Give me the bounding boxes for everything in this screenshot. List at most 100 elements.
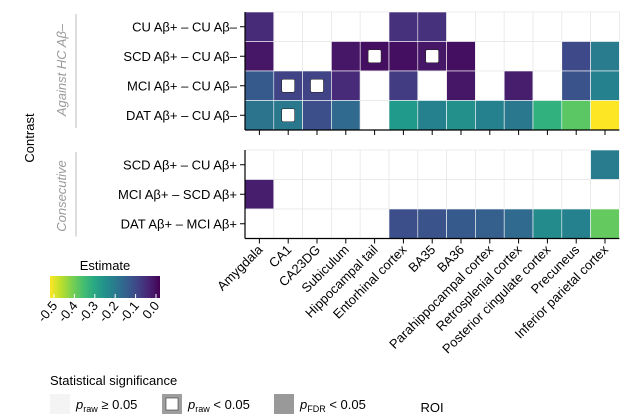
- empty-cell: [474, 179, 505, 210]
- empty-cell: [330, 179, 361, 210]
- heatmap-cell: [590, 208, 620, 239]
- panel-2-label: Consecutive: [54, 160, 69, 232]
- empty-cell: [359, 149, 390, 180]
- heatmap-cell: [244, 41, 275, 72]
- row-label: SCD Aβ+ – CU Aβ+: [123, 157, 237, 172]
- heatmap-cell: [244, 70, 275, 101]
- legend-title: Statistical significance: [50, 373, 177, 388]
- heatmap-cell: [561, 100, 591, 131]
- empty-cell: [532, 41, 563, 72]
- x-tick-label: BA35: [405, 242, 438, 275]
- heatmap-cell: [446, 70, 476, 101]
- row-label: DAT Aβ+ – CU Aβ–: [126, 108, 238, 123]
- empty-cell: [474, 41, 505, 72]
- heatmap-cell: [561, 70, 591, 101]
- empty-cell: [561, 179, 591, 210]
- empty-cell: [244, 149, 275, 180]
- heatmap-cell: [388, 70, 419, 101]
- empty-cell: [273, 179, 303, 210]
- x-tick-label: Amygdala: [214, 241, 266, 293]
- heatmap-cell: [446, 100, 476, 131]
- heatmap-cell: [388, 11, 419, 42]
- heatmap-cell: [590, 100, 620, 131]
- heatmap-cell: [302, 100, 332, 131]
- empty-cell: [359, 179, 390, 210]
- colorbar: [50, 276, 160, 298]
- empty-cell: [359, 11, 390, 42]
- legend-label: praw < 0.05: [187, 397, 250, 414]
- heatmap-cell: [417, 208, 447, 239]
- heatmap-cell: [503, 208, 534, 239]
- heatmap-cell: [331, 70, 361, 101]
- empty-cell: [359, 208, 390, 239]
- heatmap-cell: [331, 41, 361, 72]
- heatmap-cell: [388, 100, 419, 131]
- x-axis-label: ROI: [420, 400, 443, 415]
- legend-swatch-inner: [165, 397, 179, 411]
- empty-cell: [590, 179, 620, 210]
- heatmap-cell: [561, 208, 591, 239]
- significance-marker: [281, 78, 296, 93]
- legend-label: praw ≥ 0.05: [75, 397, 137, 414]
- empty-cell: [446, 179, 476, 210]
- empty-cell: [532, 179, 563, 210]
- heatmap-cell: [561, 41, 591, 72]
- empty-cell: [359, 100, 390, 131]
- empty-cell: [532, 70, 563, 101]
- empty-cell: [532, 11, 563, 42]
- heatmap-cell: [244, 100, 275, 131]
- heatmap-cell: [244, 179, 275, 210]
- colorbar-tick-label: -0.5: [34, 298, 60, 325]
- heatmap-cell: [417, 11, 447, 42]
- empty-cell: [474, 149, 505, 180]
- empty-cell: [388, 179, 419, 210]
- empty-cell: [273, 41, 303, 72]
- empty-cell: [503, 179, 534, 210]
- colorbar-title: Estimate: [80, 258, 131, 273]
- significance-marker: [281, 108, 296, 123]
- empty-cell: [302, 11, 332, 42]
- row-label: SCD Aβ+ – CU Aβ–: [123, 49, 237, 64]
- empty-cell: [330, 208, 361, 239]
- empty-cell: [359, 70, 390, 101]
- empty-cell: [532, 149, 563, 180]
- empty-cell: [302, 208, 332, 239]
- empty-cell: [302, 41, 332, 72]
- heatmap-cell: [532, 100, 563, 131]
- heatmap-cell: [417, 100, 447, 131]
- empty-cell: [474, 11, 505, 42]
- row-label: CU Aβ+ – CU Aβ–: [132, 19, 238, 34]
- heatmap-cell: [532, 208, 563, 239]
- legend-swatch: [274, 394, 294, 414]
- legend-label: pFDR < 0.05: [299, 397, 366, 414]
- empty-cell: [244, 208, 275, 239]
- empty-cell: [590, 11, 620, 42]
- heatmap-cell: [503, 70, 534, 101]
- empty-cell: [446, 149, 476, 180]
- empty-cell: [561, 11, 591, 42]
- heatmap-cell: [475, 208, 505, 239]
- heatmap-cell: [446, 208, 476, 239]
- empty-cell: [417, 149, 447, 180]
- empty-cell: [417, 70, 447, 101]
- colorbar-tick-label: 0.0: [139, 298, 162, 321]
- y-axis-label: Contrast: [22, 113, 37, 163]
- empty-cell: [302, 149, 332, 180]
- empty-cell: [388, 149, 419, 180]
- empty-cell: [330, 149, 361, 180]
- significance-marker: [310, 78, 324, 93]
- colorbar-tick-label: -0.3: [75, 298, 101, 325]
- heatmap-cell: [244, 11, 275, 42]
- heatmap-cell: [388, 208, 419, 239]
- empty-cell: [273, 11, 303, 42]
- empty-cell: [503, 11, 534, 42]
- empty-cell: [302, 179, 332, 210]
- panel-1-label: Against HC Aβ–: [54, 23, 69, 117]
- heatmap-cell: [331, 100, 361, 131]
- empty-cell: [273, 149, 303, 180]
- empty-cell: [330, 11, 361, 42]
- significance-marker: [367, 49, 382, 64]
- empty-cell: [503, 41, 534, 72]
- row-label: DAT Aβ+ – MCI Aβ+: [121, 216, 237, 231]
